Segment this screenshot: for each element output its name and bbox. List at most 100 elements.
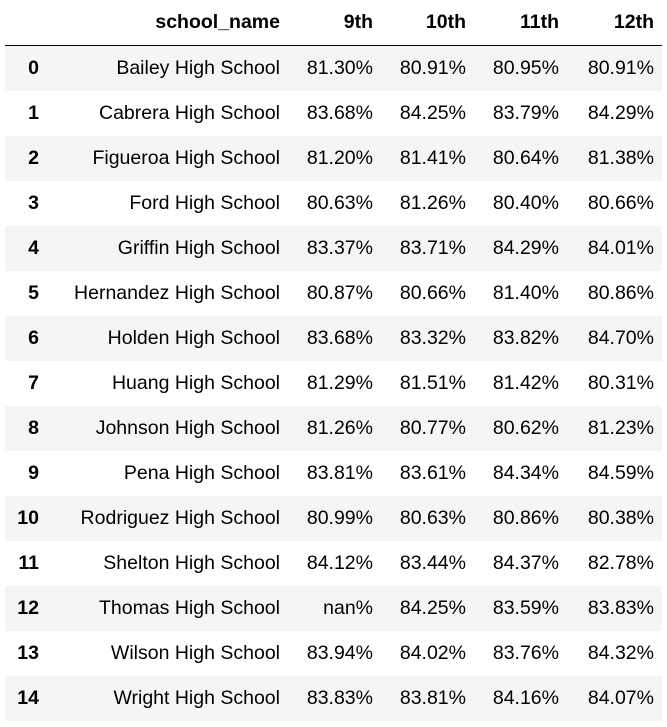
cell-11th: 84.37% <box>492 551 559 574</box>
cell-11th: 84.16% <box>492 686 559 709</box>
cell-12th: 80.91% <box>587 56 654 79</box>
table-row: 11 Shelton High School 84.12% 83.44% 84.37% 8… <box>5 541 662 586</box>
cell-10th: 83.81% <box>399 686 466 709</box>
cell-school-name: Thomas High School <box>98 596 280 619</box>
cell-12th: 83.83% <box>587 596 654 619</box>
cell-11th: 84.29% <box>492 236 559 259</box>
table-row: 4 Griffin High School 83.37% 83.71% 84.29% 84… <box>5 225 662 271</box>
cell-11th: 83.76% <box>492 641 559 664</box>
cell-school-name: Johnson High School <box>95 416 280 439</box>
cell-10th: 80.66% <box>399 281 466 304</box>
cell-11th: 80.62% <box>492 416 559 439</box>
cell-11th: 80.95% <box>492 56 559 79</box>
row-index: 4 <box>28 236 39 259</box>
row-index: 9 <box>28 461 39 484</box>
row-index: 7 <box>28 371 39 394</box>
cell-12th: 81.38% <box>587 146 654 169</box>
cell-9th: 81.30% <box>306 56 373 79</box>
cell-12th: 84.07% <box>587 686 654 709</box>
cell-11th: 83.82% <box>492 326 559 349</box>
row-index: 10 <box>17 506 39 529</box>
table-body: 0 Bailey High School 81.30% 80.91% 80.95% 80.… <box>5 45 662 721</box>
cell-12th: 84.29% <box>587 101 654 124</box>
cell-12th: 84.01% <box>587 236 654 259</box>
cell-10th: 83.71% <box>399 236 466 259</box>
table-row: 2 Figueroa High School 81.20% 81.41% 80.64% 8… <box>5 135 662 181</box>
cell-school-name: Pena High School <box>123 461 280 484</box>
row-index: 12 <box>17 596 39 619</box>
table-row: 14 Wright High School 83.83% 83.81% 84.16% 84… <box>5 675 662 721</box>
cell-10th: 83.32% <box>399 326 466 349</box>
table-row: 3 Ford High School 80.63% 81.26% 80.40% 80.66… <box>5 181 662 226</box>
cell-12th: 80.31% <box>587 371 654 394</box>
cell-10th: 80.63% <box>399 506 466 529</box>
cell-school-name: Hernandez High School <box>74 281 280 304</box>
cell-9th: nan% <box>323 596 373 619</box>
table-row: 6 Holden High School 83.68% 83.32% 83.82% 84.… <box>5 315 662 361</box>
cell-school-name: Griffin High School <box>117 236 280 259</box>
cell-11th: 84.34% <box>492 461 559 484</box>
cell-10th: 80.77% <box>399 416 466 439</box>
cell-12th: 80.38% <box>587 506 654 529</box>
table-row: 13 Wilson High School 83.94% 84.02% 83.76% 84… <box>5 631 662 676</box>
cell-school-name: Huang High School <box>111 371 280 394</box>
cell-school-name: Figueroa High School <box>92 146 280 169</box>
table-row: 1 Cabrera High School 83.68% 84.25% 83.79% 84… <box>5 91 662 136</box>
cell-9th: 83.81% <box>306 461 373 484</box>
cell-school-name: Ford High School <box>129 191 280 214</box>
cell-9th: 83.68% <box>306 101 373 124</box>
cell-9th: 81.20% <box>306 146 373 169</box>
cell-school-name: Shelton High School <box>103 551 280 574</box>
cell-11th: 83.79% <box>492 101 559 124</box>
cell-11th: 80.64% <box>492 146 559 169</box>
table-row: 5 Hernandez High School 80.87% 80.66% 81.40%… <box>5 271 662 316</box>
table-header: school_name 9th 10th 11th 12th <box>5 0 662 46</box>
cell-school-name: Cabrera High School <box>98 101 280 124</box>
cell-9th: 83.68% <box>306 326 373 349</box>
cell-9th: 80.99% <box>306 506 373 529</box>
cell-11th: 81.40% <box>492 281 559 304</box>
cell-11th: 83.59% <box>492 596 559 619</box>
cell-12th: 84.70% <box>587 326 654 349</box>
row-index: 13 <box>17 641 39 664</box>
row-index: 6 <box>28 326 39 349</box>
table-row: 8 Johnson High School 81.26% 80.77% 80.62% 81… <box>5 405 662 451</box>
header-row: school_name 9th 10th 11th 12th <box>5 0 662 46</box>
cell-10th: 84.02% <box>399 641 466 664</box>
cell-10th: 83.44% <box>399 551 466 574</box>
row-index: 14 <box>17 686 39 709</box>
header-index <box>5 0 47 46</box>
cell-12th: 80.66% <box>587 191 654 214</box>
cell-9th: 83.83% <box>306 686 373 709</box>
cell-9th: 83.94% <box>306 641 373 664</box>
row-index: 0 <box>28 56 39 79</box>
cell-10th: 81.26% <box>399 191 466 214</box>
row-index: 5 <box>28 281 39 304</box>
table-row: 9 Pena High School 83.81% 83.61% 84.34% 84.59… <box>5 451 662 496</box>
cell-9th: 80.87% <box>306 281 373 304</box>
header-9th: 9th <box>288 0 381 46</box>
row-index: 2 <box>28 146 39 169</box>
cell-11th: 80.86% <box>492 506 559 529</box>
cell-12th: 80.86% <box>587 281 654 304</box>
cell-11th: 81.42% <box>492 371 559 394</box>
cell-11th: 80.40% <box>492 191 559 214</box>
cell-9th: 81.29% <box>306 371 373 394</box>
row-index: 3 <box>28 191 39 214</box>
cell-school-name: Wilson High School <box>110 641 280 664</box>
row-index: 8 <box>28 416 39 439</box>
cell-10th: 83.61% <box>399 461 466 484</box>
cell-12th: 84.32% <box>587 641 654 664</box>
cell-9th: 84.12% <box>306 551 373 574</box>
cell-10th: 84.25% <box>399 101 466 124</box>
dataframe-table: school_name 9th 10th 11th 12th 0 Bailey H… <box>5 0 662 721</box>
cell-9th: 80.63% <box>306 191 373 214</box>
row-index: 11 <box>18 551 39 574</box>
cell-12th: 82.78% <box>587 551 654 574</box>
cell-school-name: Rodriguez High School <box>80 506 280 529</box>
table-row: 0 Bailey High School 81.30% 80.91% 80.95% 80.… <box>5 45 662 91</box>
header-12th: 12th <box>567 0 662 46</box>
table-row: 7 Huang High School 81.29% 81.51% 81.42% 80.3… <box>5 361 662 406</box>
cell-10th: 80.91% <box>399 56 466 79</box>
cell-school-name: Bailey High School <box>116 56 280 79</box>
